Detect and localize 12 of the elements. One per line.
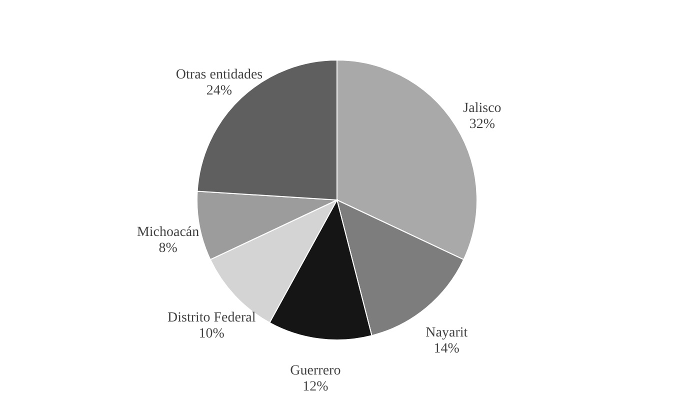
data-label: 10% xyxy=(198,326,225,342)
slice-label: Michoacán xyxy=(136,225,200,240)
slice-label: Distrito Federal xyxy=(167,310,256,326)
slice-label: Guerrero xyxy=(290,364,341,379)
slice-label: Jalisco xyxy=(463,100,502,116)
data-label: 14% xyxy=(434,342,460,357)
slice-label: Nayarit xyxy=(426,326,468,341)
data-label: 12% xyxy=(302,380,329,395)
slice-label: Otras entidades xyxy=(176,68,263,83)
data-label: 24% xyxy=(206,84,232,99)
data-label: 32% xyxy=(469,116,496,132)
data-label: 8% xyxy=(158,241,178,256)
